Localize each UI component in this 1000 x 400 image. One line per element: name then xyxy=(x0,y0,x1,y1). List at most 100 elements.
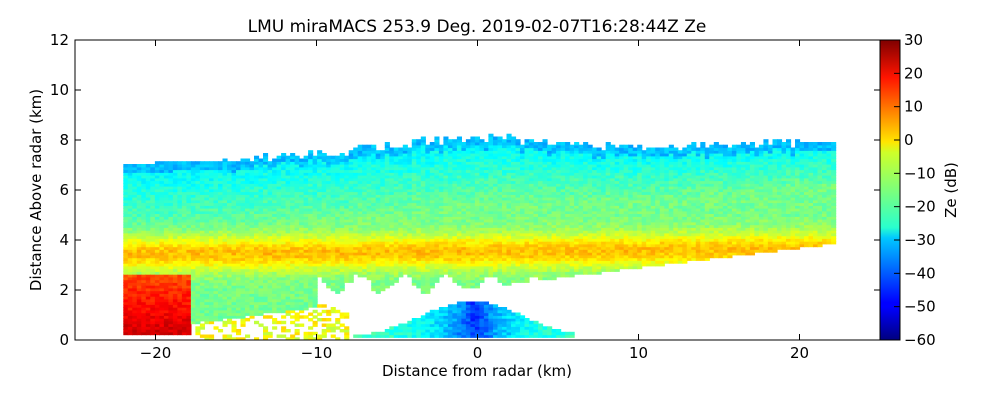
radar-cell xyxy=(411,227,417,231)
radar-cell xyxy=(136,252,142,256)
radar-cell xyxy=(493,144,499,149)
radar-cell xyxy=(366,257,372,261)
radar-cell xyxy=(141,263,147,267)
radar-cell xyxy=(335,238,341,242)
radar-cell xyxy=(136,177,142,182)
radar-cell xyxy=(483,263,489,267)
radar-cell xyxy=(132,183,138,187)
radar-cell xyxy=(407,232,413,237)
radar-cell xyxy=(420,252,426,256)
radar-cell xyxy=(312,230,318,234)
radar-cell xyxy=(389,279,395,283)
radar-cell xyxy=(236,177,242,182)
radar-cell xyxy=(154,227,160,231)
radar-cell xyxy=(276,186,282,190)
radar-cell xyxy=(312,287,318,292)
radar-cell xyxy=(172,290,178,294)
radar-cell xyxy=(375,285,381,289)
radar-cell xyxy=(163,315,169,319)
radar-cell xyxy=(163,164,169,168)
radar-cell xyxy=(493,208,499,212)
radar-cell xyxy=(294,169,300,173)
radar-cell xyxy=(159,301,165,305)
radar-cell xyxy=(344,257,350,261)
radar-cell xyxy=(141,296,147,300)
radar-cell xyxy=(317,213,323,217)
radar-cell xyxy=(281,271,287,275)
radar-cell xyxy=(132,164,138,168)
radar-cell xyxy=(285,243,291,248)
radar-cell xyxy=(231,208,237,212)
radar-cell xyxy=(375,282,381,286)
radar-cell xyxy=(204,216,210,220)
radar-cell xyxy=(308,227,314,231)
radar-cell xyxy=(222,216,228,220)
radar-cell xyxy=(294,199,300,204)
radar-cell xyxy=(407,197,413,201)
radar-cell xyxy=(172,213,178,217)
radar-cell xyxy=(272,252,278,256)
radar-cell xyxy=(461,263,467,267)
radar-cell xyxy=(420,265,426,270)
radar-cell xyxy=(434,249,440,253)
radar-cell xyxy=(371,213,377,217)
radar-cell xyxy=(389,180,395,184)
radar-cell xyxy=(429,334,435,338)
radar-cell xyxy=(452,227,458,231)
radar-cell xyxy=(236,219,242,223)
radar-cell xyxy=(357,246,363,250)
radar-cell xyxy=(303,219,309,223)
radar-cell xyxy=(312,331,318,336)
radar-cell xyxy=(159,194,165,198)
radar-cell xyxy=(254,183,260,187)
radar-cell xyxy=(236,194,242,198)
radar-cell xyxy=(344,166,350,171)
radar-cell xyxy=(163,177,169,182)
radar-cell xyxy=(447,164,453,168)
radar-cell xyxy=(483,230,489,234)
radar-cell xyxy=(317,202,323,206)
radar-cell xyxy=(222,323,228,327)
radar-cell xyxy=(452,172,458,176)
radar-cell xyxy=(299,158,305,162)
radar-cell xyxy=(389,268,395,272)
radar-cell xyxy=(434,199,440,204)
radar-cell xyxy=(159,260,165,264)
radar-cell xyxy=(366,199,372,204)
radar-cell xyxy=(290,175,296,179)
radar-cell xyxy=(213,210,219,214)
radar-cell xyxy=(465,224,471,228)
radar-cell xyxy=(199,177,205,182)
radar-cell xyxy=(231,312,237,316)
radar-cell xyxy=(154,197,160,201)
radar-cell xyxy=(263,210,269,214)
radar-cell xyxy=(204,285,210,289)
radar-cell xyxy=(159,323,165,327)
radar-cell xyxy=(240,230,246,234)
radar-cell xyxy=(456,235,462,239)
radar-cell xyxy=(411,194,417,198)
radar-cell xyxy=(204,257,210,261)
radar-cell xyxy=(483,232,489,237)
radar-cell xyxy=(389,164,395,168)
radar-cell xyxy=(465,257,471,261)
radar-cell xyxy=(362,230,368,234)
radar-cell xyxy=(330,257,336,261)
radar-cell xyxy=(425,172,431,176)
radar-cell xyxy=(285,287,291,292)
radar-cell xyxy=(272,301,278,305)
radar-cell xyxy=(384,246,390,250)
radar-cell xyxy=(330,221,336,226)
radar-cell xyxy=(177,318,183,322)
radar-cell xyxy=(163,243,169,248)
radar-cell xyxy=(479,153,485,157)
radar-cell xyxy=(218,296,224,300)
radar-cell xyxy=(127,186,133,190)
radar-cell xyxy=(452,331,458,336)
radar-cell xyxy=(240,224,246,228)
radar-cell xyxy=(411,210,417,214)
radar-cell xyxy=(488,158,494,162)
radar-cell xyxy=(227,219,233,223)
radar-cell xyxy=(452,180,458,184)
radar-cell xyxy=(204,274,210,278)
